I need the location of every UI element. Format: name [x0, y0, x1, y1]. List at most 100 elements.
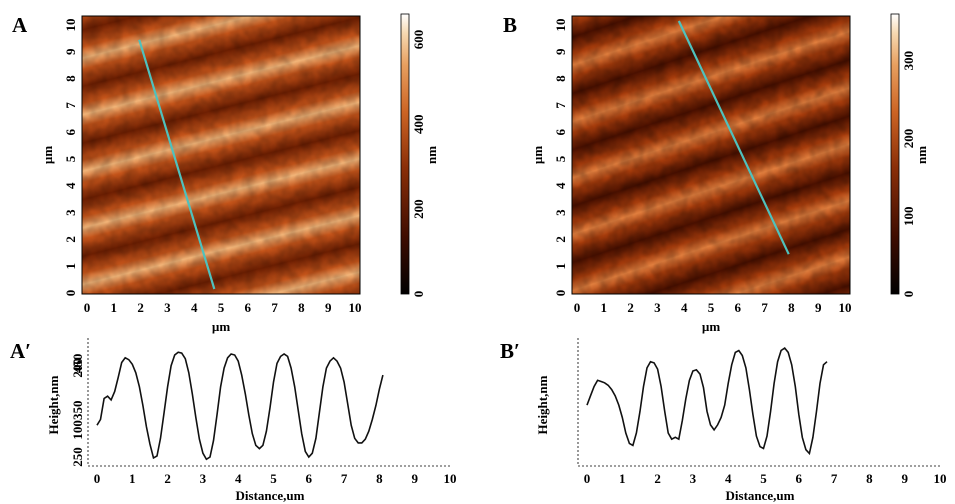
series-line-a-prime: [96, 351, 384, 461]
x-tick-label-a-prime: 10: [444, 471, 457, 486]
y-tick-label-b: 1: [553, 263, 568, 270]
x-tick-label-a: 8: [298, 300, 305, 315]
x-tick-label-b-prime: 0: [584, 471, 591, 486]
x-tick-label-a-prime: 1: [129, 471, 136, 486]
y-tick-label-a: 7: [63, 102, 78, 109]
y-tick-label-b: 9: [553, 48, 568, 55]
colorbar-tick-label-a: 200: [411, 199, 426, 219]
profile-line-b: [677, 20, 790, 255]
y-tick-label-a-prime: 450: [70, 354, 85, 374]
y-tick-label-a: 3: [63, 209, 78, 216]
y-tick-label-b: 6: [553, 128, 568, 135]
series-line-b-prime: [586, 347, 828, 456]
x-tick-label-b-prime: 6: [796, 471, 803, 486]
y-tick-label-a: 5: [63, 155, 78, 162]
y-tick-label-a: 2: [63, 236, 78, 243]
profile-line-a: [138, 39, 216, 290]
x-tick-label-a: 0: [84, 300, 91, 315]
y-tick-label-a: 1: [63, 263, 78, 270]
colorbar-b: [890, 13, 900, 295]
y-axis-title-b: µm: [530, 146, 545, 164]
x-tick-label-b-prime: 8: [866, 471, 873, 486]
x-tick-label-b: 1: [601, 300, 608, 315]
y-tick-label-a: 4: [63, 182, 78, 189]
y-tick-label-b-prime: 200: [70, 358, 85, 378]
x-tick-label-b: 4: [681, 300, 688, 315]
y-tick-label-b: 3: [553, 209, 568, 216]
y-tick-label-a-prime: 350: [70, 400, 85, 420]
x-axis-title-a: µm: [212, 319, 230, 334]
x-tick-label-a: 7: [271, 300, 278, 315]
x-tick-label-a: 4: [191, 300, 198, 315]
colorbar-tick-label-b: 100: [901, 206, 916, 226]
colorbar-tick-label-a: 400: [411, 115, 426, 135]
y-tick-label-a: 10: [63, 19, 78, 32]
y-tick-label-b: 5: [553, 155, 568, 162]
x-tick-label-b-prime: 3: [690, 471, 697, 486]
colorbar-tick-label-b: 200: [901, 129, 916, 149]
y-tick-label-a: 8: [63, 75, 78, 82]
afm-image-a: [82, 16, 360, 294]
x-tick-label-b-prime: 5: [760, 471, 767, 486]
x-tick-label-b: 9: [815, 300, 822, 315]
image-b-frame: [571, 15, 851, 295]
panel-label-a: A: [12, 13, 28, 37]
x-tick-label-b-prime: 2: [654, 471, 661, 486]
x-tick-label-b: 8: [788, 300, 795, 315]
x-tick-label-b-prime: 9: [901, 471, 908, 486]
x-tick-label-a-prime: 2: [164, 471, 171, 486]
x-axis-title-b-prime: Distance,um: [726, 488, 795, 503]
y-tick-label-a: 0: [63, 290, 78, 297]
panel-label-b-prime: B′: [500, 339, 520, 363]
y-tick-label-b: 10: [553, 19, 568, 32]
x-tick-label-b: 10: [839, 300, 852, 315]
x-tick-label-a: 1: [111, 300, 118, 315]
colorbar-title-b: nm: [914, 146, 929, 164]
x-tick-label-b: 5: [708, 300, 715, 315]
x-tick-label-b: 7: [761, 300, 768, 315]
x-tick-label-a: 10: [349, 300, 362, 315]
x-tick-label-a-prime: 5: [270, 471, 277, 486]
x-tick-label-a-prime: 0: [94, 471, 101, 486]
y-tick-label-a: 6: [63, 128, 78, 135]
x-tick-label-a: 9: [325, 300, 332, 315]
y-tick-label-b: 8: [553, 75, 568, 82]
x-tick-label-a-prime: 8: [376, 471, 383, 486]
y-tick-label-b: 2: [553, 236, 568, 243]
colorbar-tick-label-b: 300: [901, 51, 916, 71]
y-tick-label-b-prime: 100: [70, 420, 85, 440]
panel-label-b: B: [503, 13, 517, 37]
afm-image-b: [572, 16, 850, 294]
x-tick-label-a-prime: 7: [341, 471, 348, 486]
panel-label-a-prime: A′: [10, 339, 31, 363]
image-a-frame: [81, 15, 361, 295]
x-tick-label-b-prime: 7: [831, 471, 838, 486]
x-tick-label-b: 6: [735, 300, 742, 315]
x-tick-label-a: 5: [218, 300, 225, 315]
colorbar-tick-label-a: 0: [411, 291, 426, 298]
y-tick-label-a-prime: 250: [70, 447, 85, 467]
x-axis-title-b: µm: [702, 319, 720, 334]
x-tick-label-a: 2: [137, 300, 144, 315]
x-tick-label-a-prime: 9: [411, 471, 418, 486]
y-tick-label-b: 0: [553, 290, 568, 297]
y-tick-label-b: 7: [553, 102, 568, 109]
x-tick-label-b-prime: 1: [619, 471, 626, 486]
x-tick-label-a-prime: 4: [235, 471, 242, 486]
colorbar-title-a: nm: [424, 146, 439, 164]
colorbar-tick-label-b: 0: [901, 291, 916, 298]
x-tick-label-a-prime: 3: [200, 471, 207, 486]
x-tick-label-b-prime: 4: [725, 471, 732, 486]
colorbar-a: [400, 13, 410, 295]
colorbar-tick-label-a: 600: [411, 30, 426, 50]
x-tick-label-b: 0: [574, 300, 581, 315]
y-axis-title-a: µm: [40, 146, 55, 164]
y-tick-label-b: 4: [553, 182, 568, 189]
y-axis-title-a-prime: Height,nm: [46, 375, 61, 434]
x-tick-label-a: 3: [164, 300, 171, 315]
x-tick-label-b-prime: 10: [934, 471, 947, 486]
x-tick-label-b: 2: [627, 300, 634, 315]
x-tick-label-b: 3: [654, 300, 661, 315]
